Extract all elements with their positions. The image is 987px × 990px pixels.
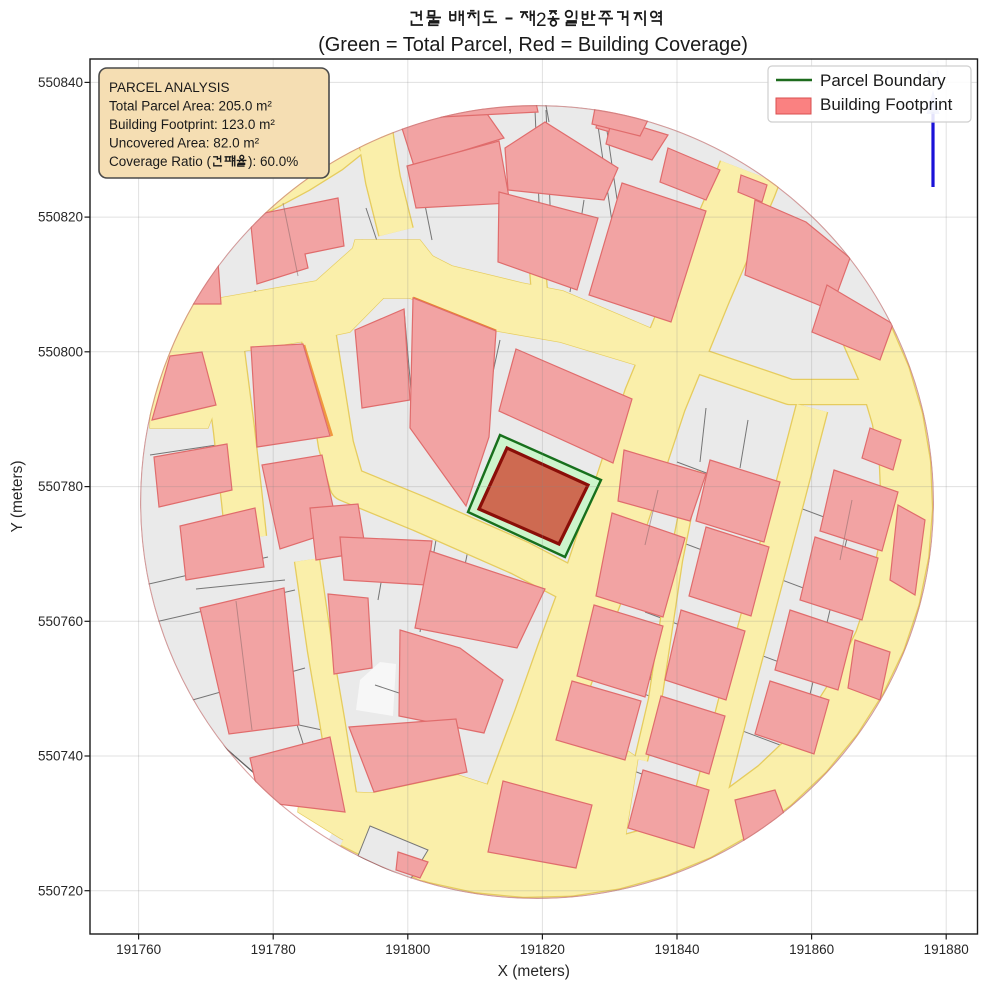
svg-text:Y (meters): Y (meters) <box>9 460 26 532</box>
svg-text:Uncovered Area: 82.0 m²: Uncovered Area: 82.0 m² <box>109 136 260 151</box>
svg-text:550760: 550760 <box>38 614 83 629</box>
svg-text:191880: 191880 <box>924 942 969 957</box>
svg-text:X (meters): X (meters) <box>498 963 570 980</box>
svg-text:PARCEL ANALYSIS: PARCEL ANALYSIS <box>109 80 230 95</box>
svg-text:Building Footprint: Building Footprint <box>820 95 953 114</box>
svg-text:550720: 550720 <box>38 883 83 898</box>
svg-text:191800: 191800 <box>385 942 430 957</box>
svg-text:Building Footprint: 123.0 m²: Building Footprint: 123.0 m² <box>109 117 275 132</box>
svg-text:Parcel Boundary: Parcel Boundary <box>820 71 946 90</box>
svg-text:191760: 191760 <box>116 942 161 957</box>
svg-text:2: 2 <box>536 10 547 31</box>
svg-text:550820: 550820 <box>38 210 83 225</box>
svg-text:191840: 191840 <box>654 942 699 957</box>
svg-text:550840: 550840 <box>38 75 83 90</box>
svg-text:191860: 191860 <box>789 942 834 957</box>
svg-text:550800: 550800 <box>38 344 83 359</box>
svg-text:): 60.0%: ): 60.0% <box>248 154 298 169</box>
svg-text:191820: 191820 <box>520 942 565 957</box>
svg-text:550740: 550740 <box>38 749 83 764</box>
svg-text:550780: 550780 <box>38 479 83 494</box>
svg-text:191780: 191780 <box>251 942 296 957</box>
svg-text:(Green = Total Parcel, Red = B: (Green = Total Parcel, Red = Building Co… <box>318 34 748 56</box>
svg-text:Total Parcel Area: 205.0 m²: Total Parcel Area: 205.0 m² <box>109 99 272 114</box>
svg-text:Coverage Ratio (: Coverage Ratio ( <box>109 154 212 169</box>
